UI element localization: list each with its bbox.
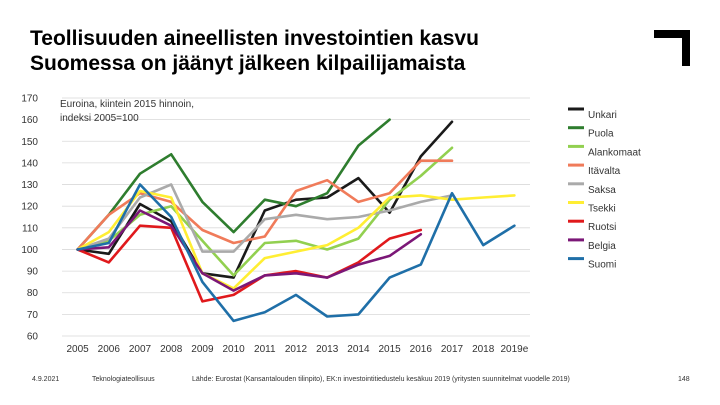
x-tick-label: 2009: [191, 344, 214, 355]
footer-date: 4.9.2021: [32, 376, 60, 383]
y-tick-label: 140: [21, 158, 38, 169]
y-tick-label: 60: [27, 332, 39, 343]
y-tick-label: 150: [21, 137, 38, 148]
y-tick-label: 110: [22, 223, 38, 234]
legend-label: Belgia: [588, 241, 616, 252]
footer-page-number: 148: [678, 376, 690, 383]
page-title: Teollisuuden aineellisten investointien …: [30, 26, 630, 76]
series-line-itävalta: [76, 159, 454, 251]
series-lines: [76, 118, 516, 323]
x-tick-label: 2012: [285, 344, 308, 355]
x-tick-label: 2019e: [500, 344, 528, 355]
x-tick-label: 2006: [98, 344, 121, 355]
y-tick-label: 130: [21, 180, 38, 191]
y-tick-label: 90: [27, 267, 39, 278]
legend-label: Ruotsi: [588, 222, 616, 233]
x-tick-label: 2015: [378, 344, 401, 355]
y-tick-label: 160: [21, 115, 38, 126]
legend-label: Puola: [588, 129, 614, 140]
series-line-puola: [76, 118, 391, 251]
x-tick-label: 2005: [66, 344, 89, 355]
x-tick-label: 2018: [472, 344, 495, 355]
footer-source: Lähde: Eurostat (Kansantalouden tilinpit…: [192, 376, 570, 383]
legend-label: Suomi: [588, 260, 616, 271]
x-tick-label: 2013: [316, 344, 339, 355]
series-line-unkari: [76, 120, 454, 279]
y-tick-label: 70: [27, 310, 39, 321]
y-axis: 60 70 80 90 100 110 120 130 140 150 160 170: [21, 94, 38, 343]
x-tick-label: 2010: [222, 344, 245, 355]
legend-label: Saksa: [588, 185, 616, 196]
chart-annotation-line-1: Euroina, kiintein 2015 hinnoin,: [60, 99, 194, 110]
x-tick-label: 2007: [129, 344, 152, 355]
x-tick-label: 2011: [254, 344, 276, 355]
y-tick-label: 170: [21, 94, 38, 105]
footer-org: Teknologiateollisuus: [92, 376, 155, 383]
y-tick-label: 100: [21, 245, 38, 256]
series-line-suomi: [76, 183, 516, 323]
x-tick-label: 2014: [347, 344, 370, 355]
legend-label: Unkari: [588, 110, 617, 121]
x-tick-label: 2017: [441, 344, 464, 355]
x-tick-label: 2016: [410, 344, 433, 355]
series-line-tsekki: [76, 189, 516, 290]
chart-legend: Unkari Puola Alankomaat Itävalta Saksa Tsekki…: [568, 107, 641, 271]
legend-label: Tsekki: [588, 204, 616, 215]
legend-label: Itävalta: [588, 166, 621, 177]
series-line-belgia: [76, 209, 423, 292]
y-tick-label: 80: [27, 288, 39, 299]
series-line-alankomaat: [76, 146, 454, 277]
x-tick-label: 2008: [160, 344, 183, 355]
series-line-saksa: [76, 183, 454, 253]
legend-label: Alankomaat: [588, 147, 641, 158]
brand-logo-icon: [654, 30, 690, 66]
title-line-1: Teollisuuden aineellisten investointien …: [30, 27, 479, 50]
y-tick-label: 120: [21, 202, 38, 213]
chart-annotation-line-2: indeksi 2005=100: [60, 113, 139, 124]
title-line-2: Suomessa on jäänyt jälkeen kilpailijamai…: [30, 52, 466, 75]
series-line-ruotsi: [76, 224, 423, 303]
x-axis: 2005 2006 2007 2008 2009 2010 2011 2012 2013 2014…: [66, 344, 528, 355]
